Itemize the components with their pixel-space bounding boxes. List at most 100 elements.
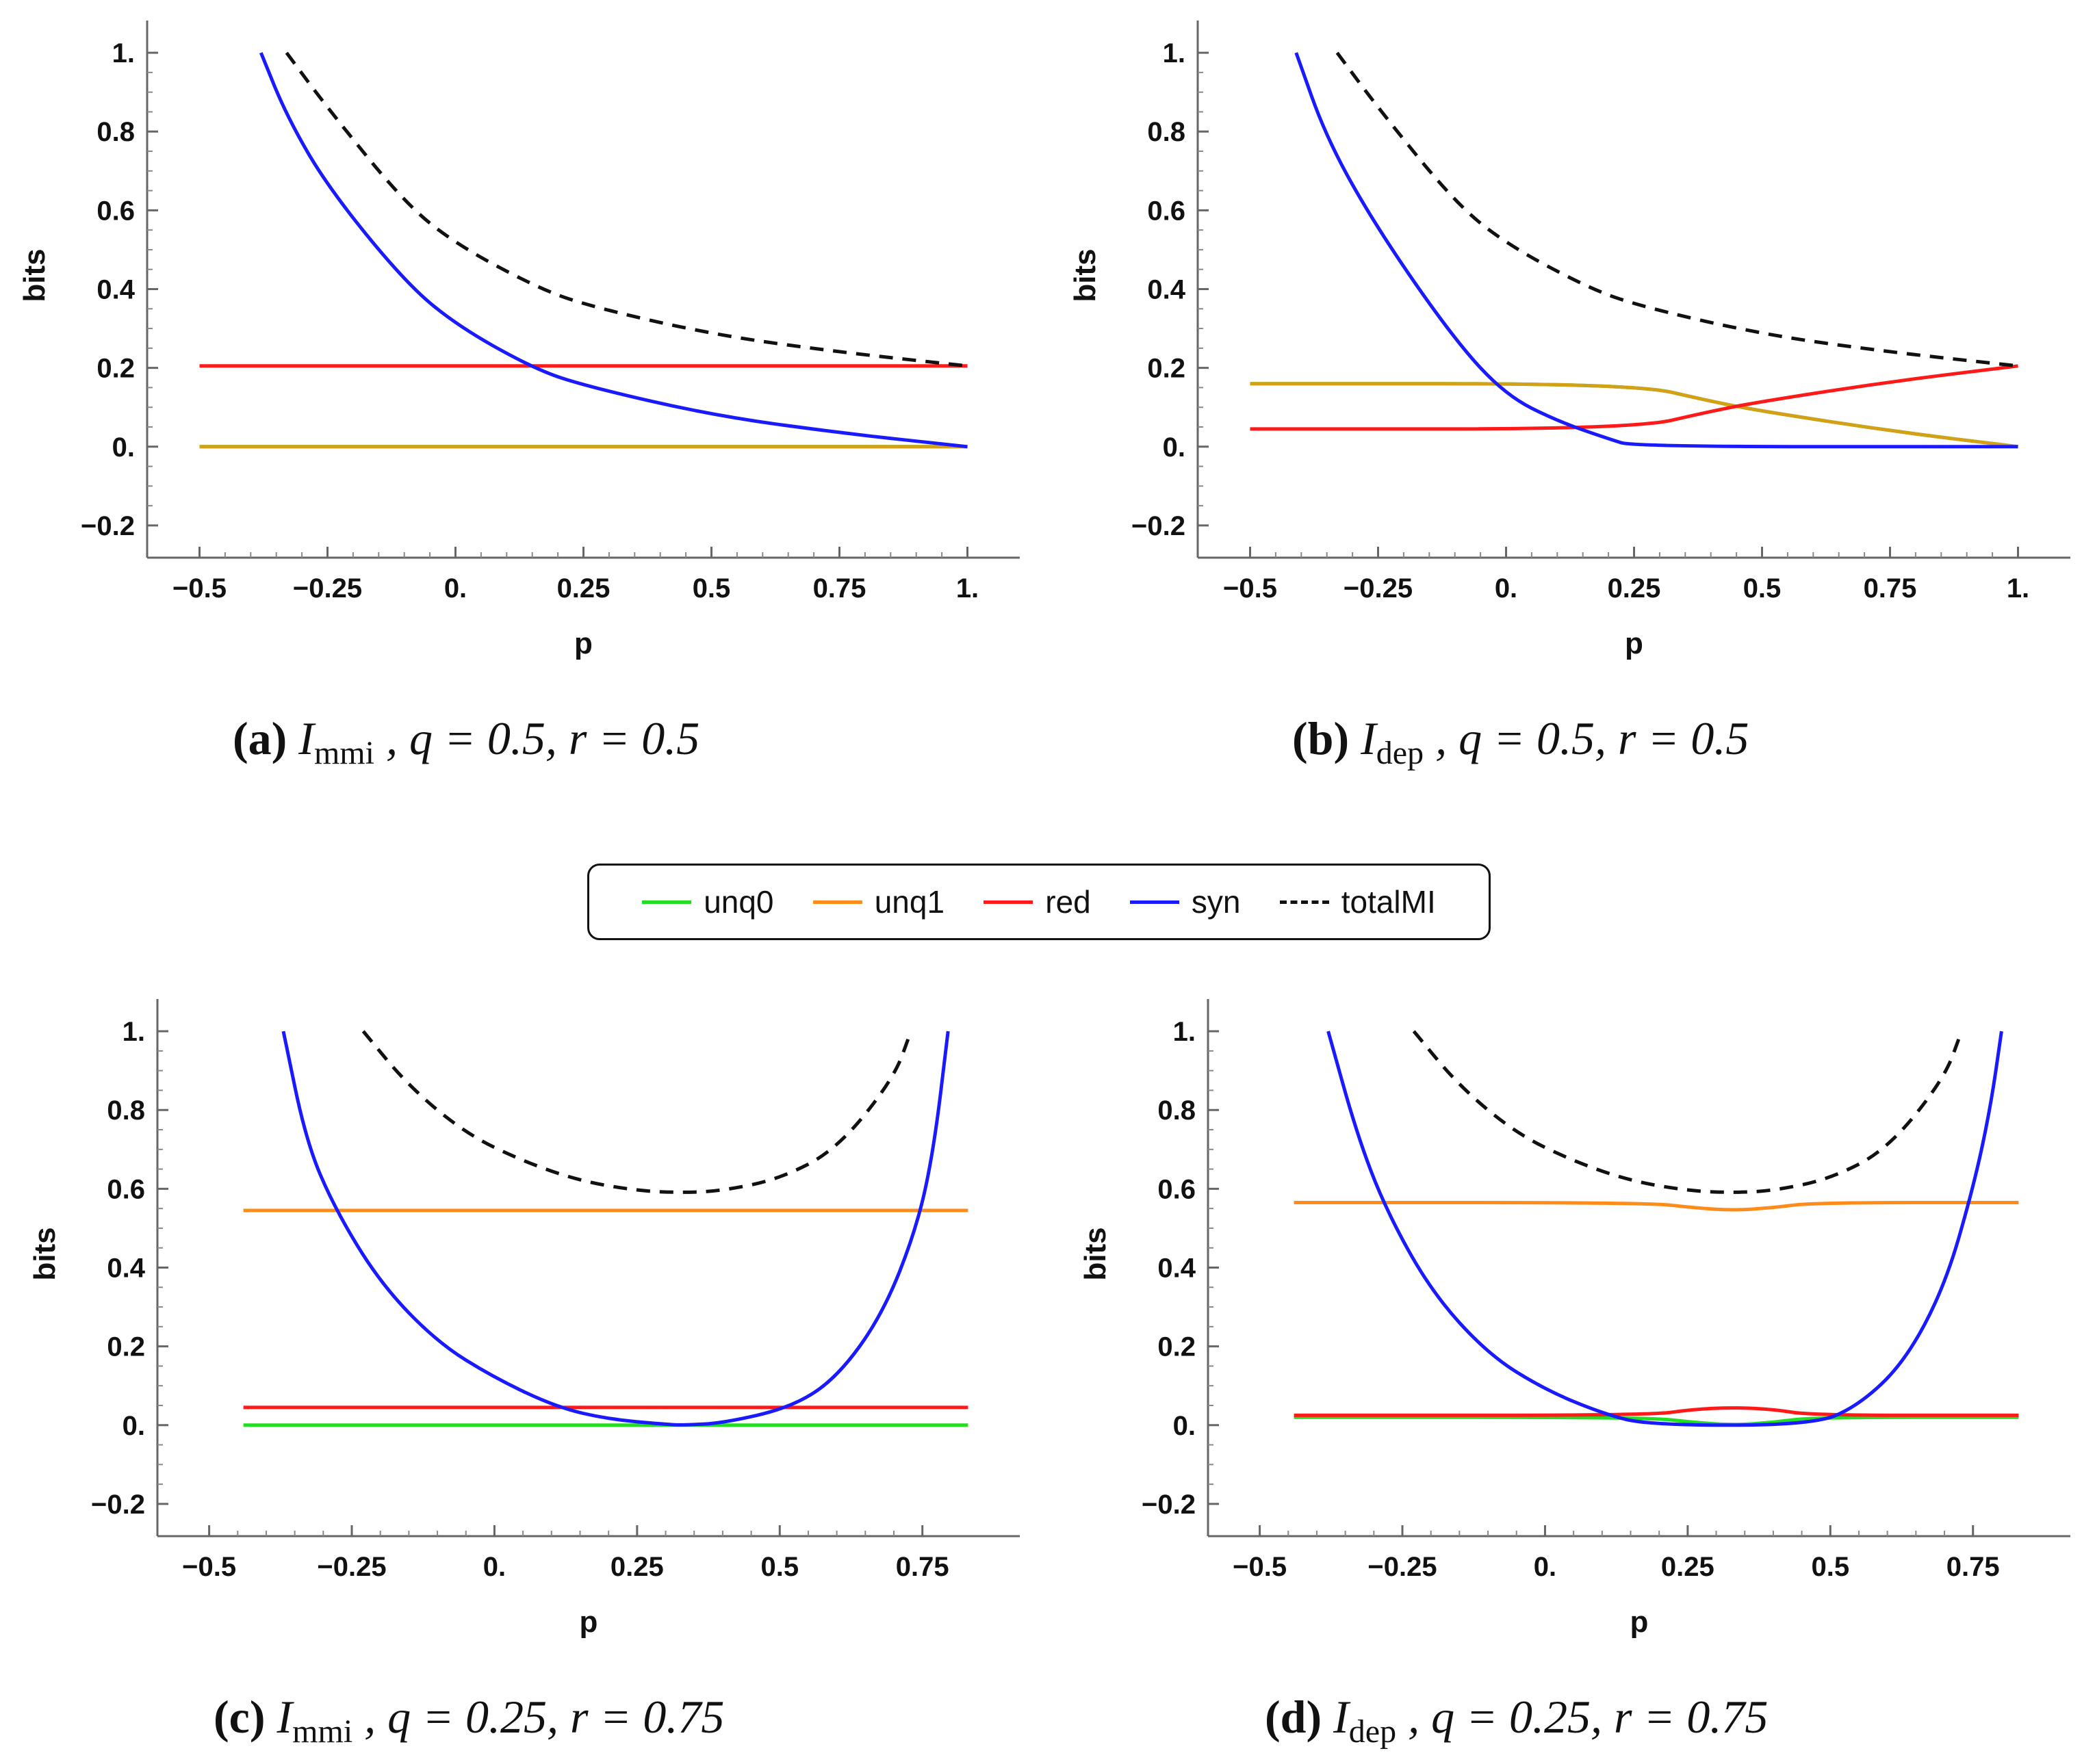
series-unq0-line	[1294, 1415, 2019, 1427]
x-axis-label: p	[574, 627, 593, 660]
y-tick-label: 0.2	[107, 1332, 145, 1362]
y-tick-label: 0.6	[97, 196, 135, 226]
legend-item-red: red	[984, 883, 1091, 920]
series-syn-line	[1294, 52, 2018, 449]
series-totalMI-line	[361, 1030, 913, 1194]
legend-item-unq0: unq0	[642, 883, 774, 920]
series-red-line	[1294, 1406, 2019, 1417]
x-tick-label: 0.25	[1661, 1552, 1714, 1582]
legend-label-syn: syn	[1191, 884, 1241, 920]
y-tick-label: −0.2	[1142, 1490, 1196, 1520]
caption-a: (a) Immi , q = 0.5, r = 0.5	[233, 712, 699, 772]
y-tick-label: 0.	[123, 1411, 145, 1441]
x-tick-label: 0.25	[557, 573, 611, 604]
caption-a-params: , q = 0.5, r = 0.5	[385, 712, 700, 764]
caption-a-sub: mmi	[313, 735, 374, 771]
x-tick-label: 0.75	[813, 573, 866, 604]
y-axis-label: bits	[28, 1227, 62, 1280]
legend-item-unq1: unq1	[812, 883, 944, 920]
y-tick-label: −0.2	[91, 1490, 145, 1520]
y-tick-label: 0.6	[1147, 196, 1185, 226]
y-tick-label: 0.4	[107, 1254, 145, 1284]
series-unq1-line	[1294, 1200, 2019, 1212]
legend-swatch-unq1	[812, 900, 862, 904]
y-tick-label: 1.	[1173, 1017, 1196, 1047]
caption-d-params: , q = 0.25, r = 0.75	[1408, 1691, 1769, 1743]
caption-d-letter: (d)	[1265, 1691, 1322, 1743]
y-axis-label: bits	[1079, 1227, 1112, 1280]
caption-d: (d) Idep , q = 0.25, r = 0.75	[1265, 1690, 1768, 1750]
x-tick-label: 0.25	[611, 1552, 664, 1582]
legend-swatch-unq0	[642, 900, 692, 904]
y-tick-label: −0.2	[81, 511, 135, 541]
y-tick-label: 0.2	[1157, 1332, 1196, 1362]
caption-c-sub: mmi	[292, 1713, 353, 1750]
series-unq0-line	[1250, 382, 2018, 449]
x-tick-label: −0.5	[172, 573, 227, 604]
caption-b-letter: (b)	[1292, 712, 1350, 764]
chart-a: −0.5 −0.25 0. 0.25 0.5 0.75 1. −0.2 0. 0.2 0.4 0.6 0…	[18, 21, 1020, 660]
series-unq1-line	[1250, 382, 2018, 449]
y-tick-label: 1.	[112, 38, 135, 68]
y-tick-label: −0.2	[1131, 511, 1185, 541]
x-axis-label: p	[1625, 627, 1643, 660]
y-tick-label: 1.	[1163, 38, 1185, 68]
legend-item-syn: syn	[1129, 883, 1241, 920]
legend-label-unq0: unq0	[704, 884, 774, 920]
y-axis-label: bits	[1068, 248, 1102, 302]
y-tick-label: 0.2	[97, 354, 135, 384]
x-tick-label: 0.	[1534, 1552, 1556, 1582]
series-totalMI-line	[285, 51, 968, 368]
y-tick-label: 0.6	[1157, 1174, 1196, 1204]
x-tick-label: −0.25	[293, 573, 362, 604]
x-tick-label: −0.25	[1367, 1552, 1437, 1582]
series-syn-line	[259, 52, 968, 449]
y-tick-label: 0.	[112, 432, 135, 463]
legend-label-red: red	[1045, 884, 1091, 920]
caption-d-sub: dep	[1348, 1713, 1397, 1750]
y-tick-label: 0.8	[97, 117, 135, 147]
caption-b: (b) Idep , q = 0.5, r = 0.5	[1292, 712, 1749, 772]
legend-swatch-totalMI	[1279, 900, 1329, 904]
x-axis-label: p	[580, 1605, 598, 1639]
caption-c: (c) Immi , q = 0.25, r = 0.75	[214, 1690, 724, 1750]
x-tick-label: 1.	[2007, 573, 2029, 604]
y-tick-label: 0.6	[107, 1174, 145, 1204]
x-tick-label: 0.	[483, 1552, 506, 1582]
caption-a-symbol: I	[298, 712, 314, 764]
series-totalMI-line	[1412, 1030, 1964, 1194]
x-tick-label: 0.5	[1811, 1552, 1849, 1582]
y-axis-label: bits	[18, 248, 51, 302]
series-syn-line	[1326, 1030, 2003, 1427]
legend-label-totalMI: totalMI	[1341, 884, 1436, 920]
x-tick-label: −0.25	[317, 1552, 386, 1582]
x-tick-label: 1.	[956, 573, 979, 604]
chart-d: −0.5 −0.25 0. 0.25 0.5 0.75 −0.2 0. 0.2 0.4 0.6 0.8…	[1079, 999, 2070, 1639]
y-tick-label: 0.4	[1147, 275, 1185, 305]
y-tick-label: 0.4	[1157, 1254, 1196, 1284]
chart-b: −0.5 −0.25 0. 0.25 0.5 0.75 1. −0.2 0. 0.2 0.4 0.6 0…	[1068, 21, 2070, 660]
y-tick-label: 0.	[1173, 1411, 1196, 1441]
legend-swatch-syn	[1129, 900, 1179, 904]
x-tick-label: 0.75	[1946, 1552, 2000, 1582]
y-tick-label: 0.8	[1157, 1095, 1196, 1126]
y-tick-label: 0.	[1163, 432, 1185, 463]
legend-swatch-red	[984, 900, 1033, 904]
y-tick-label: 0.8	[1147, 117, 1185, 147]
caption-c-symbol: I	[277, 1691, 293, 1743]
series-red-line	[1250, 364, 2018, 431]
legend-item-totalMI: totalMI	[1279, 883, 1436, 920]
y-tick-label: 0.2	[1147, 354, 1185, 384]
caption-d-symbol: I	[1333, 1691, 1349, 1743]
series-totalMI-line	[1335, 51, 2018, 368]
x-tick-label: −0.5	[1223, 573, 1277, 604]
x-tick-label: 0.5	[693, 573, 731, 604]
caption-a-letter: (a)	[233, 712, 287, 764]
chart-c: −0.5 −0.25 0. 0.25 0.5 0.75 −0.2 0. 0.2 0.4 0.6 0.8…	[28, 999, 1020, 1639]
caption-c-params: , q = 0.25, r = 0.75	[364, 1691, 725, 1743]
y-tick-label: 1.	[123, 1017, 145, 1047]
x-tick-label: −0.5	[1233, 1552, 1287, 1582]
x-tick-label: 0.75	[1864, 573, 1917, 604]
caption-b-sub: dep	[1376, 735, 1424, 771]
